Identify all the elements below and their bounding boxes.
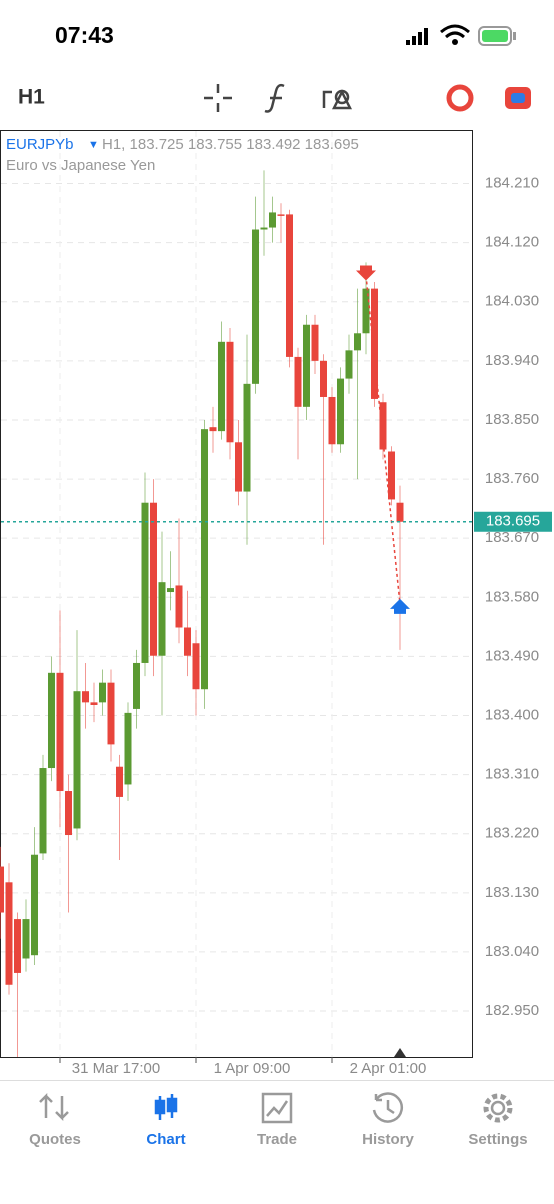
y-tick-label: 183.220 — [485, 825, 539, 842]
candle-body — [158, 582, 166, 656]
y-tick-label: 183.310 — [485, 766, 539, 783]
candle-body — [39, 768, 47, 854]
candle-body — [150, 502, 157, 656]
candle-body — [175, 585, 183, 628]
x-tick-label: 1 Apr 09:00 — [214, 1060, 291, 1077]
candle-body — [107, 682, 115, 745]
candle-body — [124, 712, 132, 785]
chart-title: H1, 183.725 183.755 183.492 183.695 — [102, 136, 359, 153]
candle-body — [56, 672, 64, 792]
candle-body — [337, 378, 344, 445]
candle-body — [167, 588, 174, 593]
candle-body — [90, 702, 98, 705]
candle-body — [303, 324, 310, 407]
symbol[interactable]: EURJPYb — [6, 136, 74, 153]
y-tick-label: 183.130 — [485, 884, 539, 901]
candle-body — [396, 502, 404, 522]
candle-body — [243, 383, 251, 492]
candle-body — [328, 396, 336, 445]
candle-body — [201, 429, 208, 690]
x-tick-label: 31 Mar 17:00 — [72, 1060, 160, 1077]
candle-body — [226, 341, 234, 443]
y-tick-label: 183.760 — [485, 470, 539, 487]
y-tick-label: 183.850 — [485, 411, 539, 428]
current-price-label: 183.695 — [486, 513, 540, 530]
y-tick-label: 183.400 — [485, 706, 539, 723]
tab-label[interactable]: Settings — [468, 1131, 527, 1148]
candle-body — [286, 214, 293, 357]
candle-body — [0, 866, 4, 913]
candle-body — [31, 854, 38, 956]
candle-body — [133, 662, 140, 709]
timeframe[interactable]: H1 — [18, 86, 45, 109]
y-tick-label: 184.030 — [485, 293, 539, 310]
y-tick-label: 183.490 — [485, 647, 539, 664]
candle-body — [294, 356, 302, 407]
candle-body — [345, 350, 353, 379]
chart-subtitle: Euro vs Japanese Yen — [6, 157, 155, 174]
candle-body — [116, 766, 123, 797]
candle-body — [99, 682, 106, 703]
candle-body — [82, 691, 89, 703]
time-marker — [394, 1048, 406, 1057]
candle-body — [311, 324, 319, 361]
tab-label[interactable]: Trade — [257, 1131, 297, 1148]
candle-body — [73, 691, 81, 829]
buy-arrow — [390, 598, 410, 614]
y-tick-label: 183.940 — [485, 352, 539, 369]
trade-line — [365, 275, 401, 604]
tab-label[interactable]: History — [362, 1131, 414, 1148]
y-tick-label: 182.950 — [485, 1002, 539, 1019]
candle-body — [354, 333, 361, 351]
plot — [0, 131, 472, 1057]
toolbar-icons[interactable] — [204, 83, 531, 113]
candle-body — [371, 288, 378, 399]
candle-body — [260, 227, 268, 230]
y-tick-label: 183.580 — [485, 588, 539, 605]
x-tick-label: 2 Apr 01:00 — [350, 1060, 427, 1077]
y-tick-label: 184.210 — [485, 175, 539, 192]
candle-body — [362, 288, 370, 334]
candle-body — [218, 341, 225, 432]
candle-body — [14, 919, 21, 973]
y-tick-label: 183.040 — [485, 943, 539, 960]
tab-label[interactable]: Quotes — [29, 1131, 81, 1148]
candle-body — [22, 919, 30, 959]
candle-body — [252, 229, 259, 384]
candle-body — [388, 451, 395, 500]
candle-body — [141, 502, 149, 663]
candle-body — [192, 643, 200, 690]
candle-body — [277, 214, 285, 216]
candle-body — [48, 672, 55, 769]
candle-body — [184, 627, 191, 656]
tab-icons — [39, 1092, 513, 1124]
tab-label[interactable]: Chart — [146, 1131, 185, 1148]
current-price-box — [474, 511, 552, 532]
candle-body — [379, 402, 387, 450]
candle-body — [209, 427, 217, 432]
status-time: 07:43 — [55, 22, 114, 48]
symbol-arrow[interactable]: ▼ — [88, 139, 99, 151]
y-tick-label: 183.670 — [485, 529, 539, 546]
candle-body — [235, 442, 242, 492]
candle-body — [5, 882, 13, 985]
sell-arrow — [356, 265, 376, 281]
candle-body — [320, 360, 327, 397]
status-icons — [406, 24, 516, 46]
candle-body — [269, 212, 276, 228]
candle-body — [65, 791, 72, 836]
plot-frame — [0, 130, 473, 1058]
y-tick-label: 184.120 — [485, 234, 539, 251]
